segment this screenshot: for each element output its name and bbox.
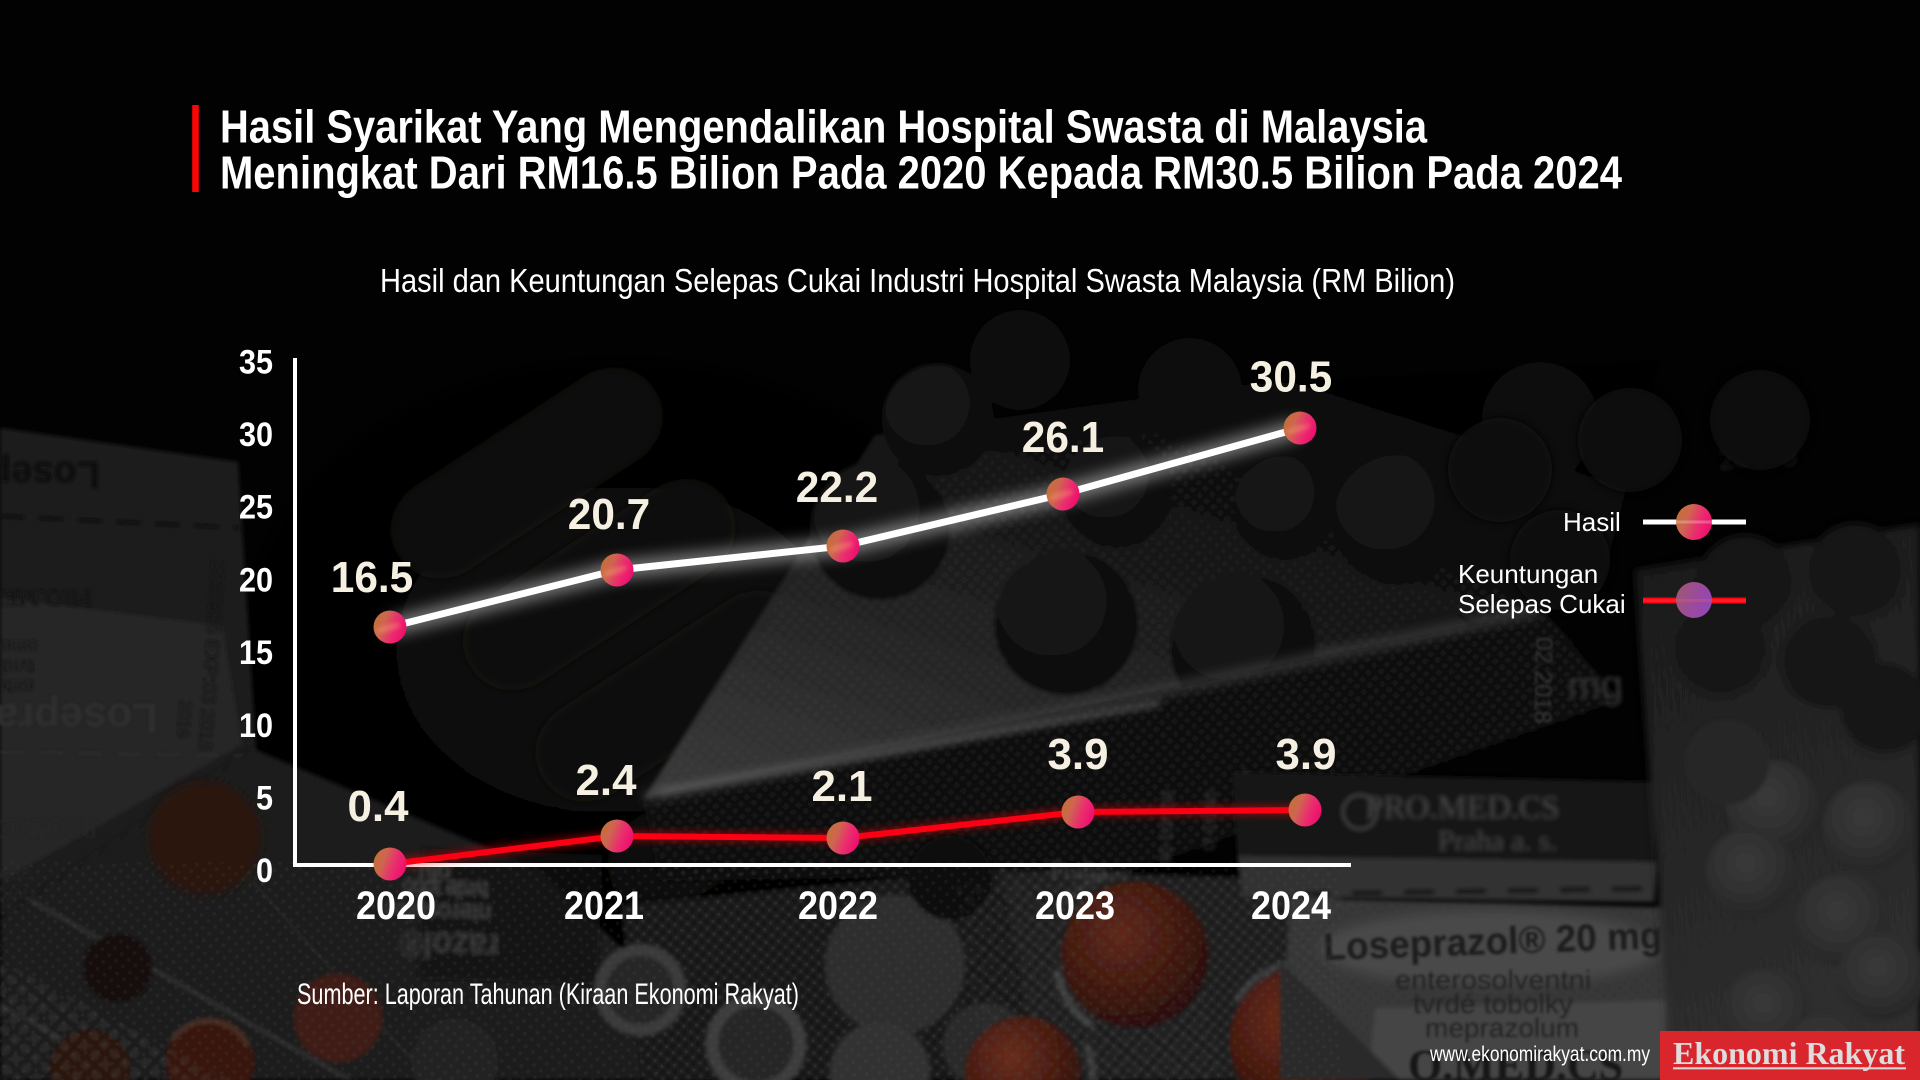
svg-text:omeprazol: omeprazol: [0, 635, 38, 656]
svg-text:5: 5: [256, 780, 273, 818]
svg-text:02.2018: 02.2018: [1528, 637, 1557, 724]
svg-text:22.2: 22.2: [796, 463, 879, 512]
svg-text:PRO.MED.C: PRO.MED.C: [0, 814, 98, 844]
svg-text:3.9: 3.9: [1048, 730, 1109, 779]
svg-text:30: 30: [239, 416, 273, 454]
svg-text:tvrdé tobolky: tvrdé tobolky: [0, 655, 34, 676]
svg-text:Loseprazol: Loseprazol: [0, 453, 100, 495]
svg-text:2024: 2024: [1251, 884, 1332, 928]
svg-text:enterosolve: enterosolve: [0, 675, 34, 696]
svg-text:0: 0: [256, 852, 273, 890]
svg-text:0.4: 0.4: [348, 782, 410, 831]
svg-text:PRO.MED.CS: PRO.MED.CS: [0, 584, 92, 610]
svg-text:www.ekonomirakyat.com.my: www.ekonomirakyat.com.my: [1429, 1042, 1650, 1066]
svg-text:2.4: 2.4: [576, 756, 638, 805]
svg-text:Loseprazol: Loseprazol: [0, 695, 158, 742]
svg-text:2023: 2023: [1035, 884, 1115, 928]
svg-text:30.5: 30.5: [1250, 352, 1333, 401]
svg-text:3.9: 3.9: [1276, 730, 1337, 779]
svg-text:2021: 2021: [564, 884, 644, 928]
svg-text:Selepas Cukai: Selepas Cukai: [1458, 589, 1626, 619]
svg-text:Hasil dan Keuntungan Selepas C: Hasil dan Keuntungan Selepas Cukai Indus…: [380, 262, 1455, 299]
svg-text:O.MED.CS: O.MED.CS: [1408, 1041, 1623, 1080]
svg-text:tvrdé tobolky: tvrdé tobolky: [1413, 989, 1574, 1019]
svg-text:20.7: 20.7: [568, 490, 651, 539]
svg-text:15: 15: [239, 634, 273, 672]
svg-text:2020: 2020: [356, 884, 436, 928]
svg-text:enterosolventni: enterosolventni: [1395, 965, 1591, 995]
svg-text:35: 35: [239, 343, 273, 381]
svg-text:i03 i03 08: i03 i03 08: [1155, 790, 1177, 864]
svg-text:meprazolum: meprazolum: [1425, 1013, 1579, 1043]
svg-text:20: 20: [239, 561, 273, 599]
svg-text:16.5: 16.5: [331, 553, 414, 602]
svg-text:2016: 2016: [173, 700, 195, 739]
svg-text:2.1: 2.1: [812, 762, 873, 811]
svg-text:10: 10: [239, 707, 273, 745]
svg-text:Keuntungan: Keuntungan: [1458, 559, 1598, 589]
svg-text:25: 25: [239, 489, 273, 527]
svg-text:PRO.MED.CS: PRO.MED.CS: [1365, 790, 1559, 826]
svg-text:2022: 2022: [798, 884, 878, 928]
svg-text:Hasil: Hasil: [1563, 507, 1621, 537]
svg-text:Meningkat Dari RM16.5 Bilion P: Meningkat Dari RM16.5 Bilion Pada 2020 K…: [220, 147, 1622, 199]
svg-text:Praha a. s.: Praha a. s.: [1438, 825, 1557, 857]
svg-text:08 03 i0: 08 03 i0: [1199, 790, 1220, 851]
svg-text:Ekonomi Rakyat: Ekonomi Rakyat: [1673, 1036, 1906, 1071]
svg-text:Hasil Syarikat Yang Mengendali: Hasil Syarikat Yang Mengendalikan Hospit…: [220, 101, 1427, 153]
svg-text:Sumber: Laporan Tahunan (Kiraa: Sumber: Laporan Tahunan (Kiraan Ekonomi …: [297, 978, 799, 1011]
svg-text:mg: mg: [1566, 662, 1624, 709]
svg-text:26.1: 26.1: [1022, 413, 1105, 462]
